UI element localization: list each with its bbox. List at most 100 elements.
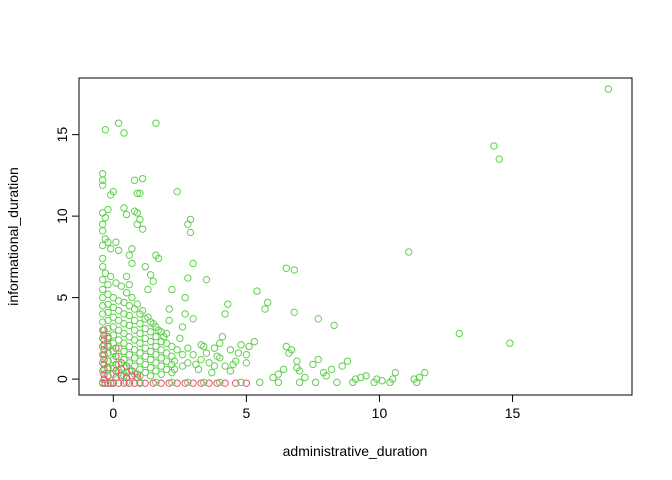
data-point bbox=[274, 378, 283, 387]
data-point bbox=[309, 360, 317, 369]
data-point bbox=[136, 189, 144, 198]
data-point bbox=[242, 379, 251, 387]
data-point bbox=[157, 337, 165, 346]
data-point bbox=[295, 378, 304, 387]
data-point bbox=[98, 378, 107, 387]
data-point bbox=[136, 310, 144, 318]
data-point bbox=[152, 251, 160, 259]
data-point bbox=[122, 289, 131, 297]
data-point bbox=[128, 259, 136, 268]
data-point bbox=[98, 359, 107, 367]
data-point bbox=[314, 315, 322, 323]
data-point bbox=[141, 334, 149, 343]
x-tick-label: 5 bbox=[242, 405, 250, 421]
data-point bbox=[128, 245, 136, 253]
data-point bbox=[319, 368, 328, 377]
y-tick-label: 0 bbox=[54, 375, 70, 383]
data-point bbox=[109, 303, 118, 312]
data-point bbox=[141, 262, 149, 271]
data-point bbox=[136, 378, 144, 387]
data-point bbox=[98, 176, 107, 184]
data-point bbox=[152, 119, 160, 127]
data-point bbox=[138, 225, 147, 233]
x-axis-label: administrative_duration bbox=[283, 443, 428, 459]
data-point bbox=[221, 310, 229, 318]
data-point bbox=[130, 362, 139, 370]
data-point bbox=[157, 370, 165, 378]
data-point bbox=[109, 339, 118, 347]
data-point bbox=[287, 346, 296, 354]
data-point bbox=[114, 316, 123, 325]
data-point bbox=[104, 365, 112, 374]
data-point bbox=[184, 220, 192, 228]
data-point bbox=[165, 305, 173, 313]
data-point bbox=[495, 155, 503, 163]
data-point bbox=[114, 360, 123, 369]
y-axis-label: informational_duration bbox=[5, 167, 21, 306]
data-point bbox=[224, 300, 232, 308]
data-point bbox=[357, 373, 365, 382]
data-point bbox=[157, 346, 165, 354]
data-point bbox=[311, 378, 320, 387]
data-point bbox=[141, 324, 149, 333]
data-point bbox=[152, 378, 160, 387]
data-point bbox=[106, 245, 115, 253]
data-point bbox=[197, 341, 205, 349]
data-point bbox=[125, 280, 133, 289]
data-point bbox=[293, 357, 301, 365]
data-point bbox=[242, 350, 251, 359]
data-point bbox=[138, 174, 147, 183]
x-tick-label: 15 bbox=[505, 405, 521, 421]
data-point bbox=[146, 372, 155, 380]
data-point bbox=[253, 287, 261, 295]
data-point bbox=[98, 241, 107, 250]
data-point bbox=[184, 378, 192, 387]
data-point bbox=[226, 346, 235, 354]
data-point bbox=[165, 316, 173, 325]
data-point bbox=[98, 334, 107, 343]
data-point bbox=[421, 368, 429, 377]
data-point bbox=[98, 310, 107, 318]
data-point bbox=[221, 379, 229, 387]
data-point bbox=[178, 350, 187, 359]
data-point bbox=[112, 279, 120, 287]
data-point bbox=[109, 355, 118, 364]
data-point bbox=[98, 170, 107, 178]
data-point bbox=[274, 370, 283, 378]
data-point bbox=[330, 321, 338, 330]
data-point bbox=[168, 352, 176, 360]
data-point bbox=[109, 347, 118, 356]
data-point bbox=[130, 346, 139, 354]
data-point bbox=[157, 354, 165, 362]
data-point bbox=[101, 235, 110, 243]
x-axis: 0 5 10 15 bbox=[109, 394, 521, 421]
data-point bbox=[120, 310, 128, 318]
data-point bbox=[162, 365, 171, 374]
data-point bbox=[149, 277, 157, 286]
data-point bbox=[162, 349, 171, 357]
data-point bbox=[301, 373, 309, 382]
data-point bbox=[109, 187, 118, 196]
data-point bbox=[98, 293, 107, 302]
data-point bbox=[106, 272, 115, 281]
data-point bbox=[178, 323, 187, 331]
data-point bbox=[205, 379, 213, 387]
data-point bbox=[162, 339, 171, 347]
data-point bbox=[216, 378, 224, 387]
data-point bbox=[125, 251, 133, 259]
data-point bbox=[362, 372, 370, 380]
data-point bbox=[152, 359, 160, 367]
data-point bbox=[232, 379, 240, 387]
data-point bbox=[141, 315, 149, 323]
data-point bbox=[141, 360, 149, 369]
data-point bbox=[114, 368, 123, 377]
data-point bbox=[98, 302, 107, 310]
data-point bbox=[506, 339, 514, 347]
data-point bbox=[181, 310, 189, 318]
data-point bbox=[122, 272, 131, 281]
data-point bbox=[269, 373, 277, 382]
data-point bbox=[114, 336, 123, 344]
data-point bbox=[141, 368, 149, 377]
data-point bbox=[130, 370, 139, 378]
data-point bbox=[125, 367, 133, 375]
